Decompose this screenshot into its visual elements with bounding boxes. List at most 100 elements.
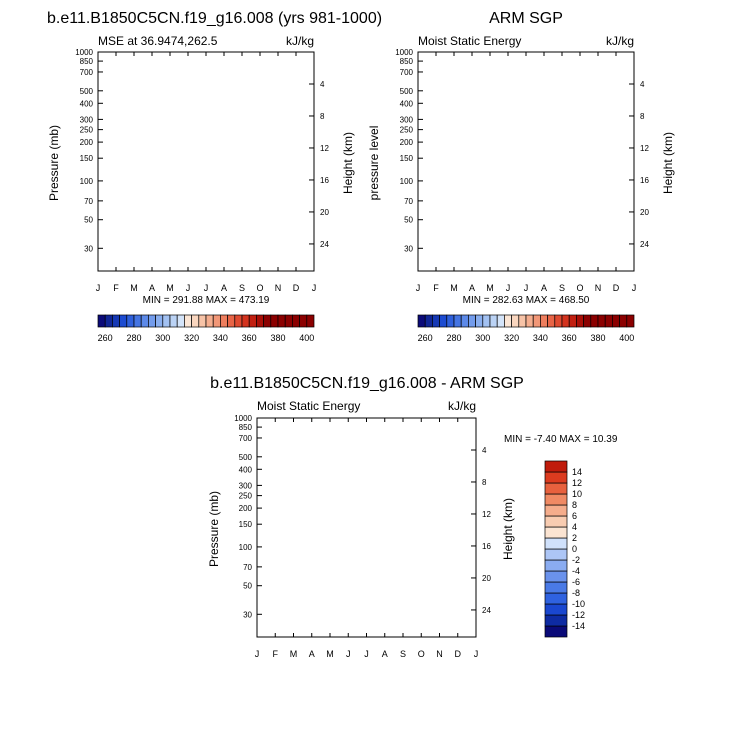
colorbar-box xyxy=(97,314,106,328)
colorbar-label: 4 xyxy=(572,522,577,532)
x-tick-label: M xyxy=(290,649,298,659)
x-tick-label: J xyxy=(346,649,351,659)
x-tick-label: A xyxy=(221,283,227,293)
x-tick-label: A xyxy=(382,649,388,659)
colorbar-label: -4 xyxy=(572,566,580,576)
y-tick-label: 100 xyxy=(400,177,414,186)
x-tick-label: O xyxy=(418,649,425,659)
y-tick-label: 250 xyxy=(239,492,253,501)
y-tick-label: 200 xyxy=(400,138,414,147)
y-tick-label: 400 xyxy=(400,99,414,108)
y-tick-label: 50 xyxy=(404,216,413,225)
colorbar-label: 280 xyxy=(446,333,461,343)
y-tick-label: 400 xyxy=(239,465,253,474)
x-tick-label: F xyxy=(113,283,119,293)
panel-diff-ylabel-right: Height (km) xyxy=(501,498,515,560)
colorbar-box xyxy=(544,504,568,517)
y-right-tick-label: 24 xyxy=(640,240,649,249)
colorbar-box xyxy=(561,314,570,328)
colorbar-box xyxy=(604,314,613,328)
panel-obs-stats: MIN = 282.63 MAX = 468.50 xyxy=(463,295,590,306)
colorbar-box xyxy=(270,314,279,328)
x-tick-label: F xyxy=(273,649,279,659)
colorbar-box xyxy=(544,570,568,583)
colorbar-box xyxy=(544,548,568,561)
x-tick-label: D xyxy=(455,649,462,659)
colorbar-box xyxy=(576,314,584,328)
panel-diff: b.e11.B1850C5CN.f19_g16.008 - ARM SGP Mo… xyxy=(207,375,618,659)
colorbar-box xyxy=(547,314,556,328)
colorbar-box xyxy=(263,314,272,328)
colorbar-label: 2 xyxy=(572,533,577,543)
y-tick-label: 850 xyxy=(80,57,94,66)
panel-diff-plot: J F M A M J J A S O N D J100085070050040030025020015… xyxy=(234,414,491,659)
y-tick-label: 500 xyxy=(400,87,414,96)
colorbar-box xyxy=(544,581,568,594)
colorbar-box xyxy=(511,314,520,328)
y-right-tick-label: 20 xyxy=(320,208,329,217)
colorbar-box xyxy=(626,314,635,328)
y-tick-label: 30 xyxy=(84,244,93,253)
y-right-tick-label: 4 xyxy=(320,80,325,89)
colorbar-label: 260 xyxy=(98,333,113,343)
panel-model-ylabel-right: Height (km) xyxy=(341,132,355,194)
x-tick-label: J xyxy=(416,283,421,293)
colorbar-box xyxy=(460,314,469,328)
colorbar-label: 380 xyxy=(270,333,285,343)
x-tick-label: J xyxy=(506,283,511,293)
panel-diff-title: b.e11.B1850C5CN.f19_g16.008 - ARM SGP xyxy=(210,375,524,392)
panel-obs-colorbar: 260 280 300 320 340 360 380 400 xyxy=(417,314,635,343)
y-tick-label: 150 xyxy=(80,154,94,163)
colorbar-box xyxy=(284,314,293,328)
colorbar-box xyxy=(544,537,568,550)
colorbar-box xyxy=(169,314,178,328)
colorbar-label: 280 xyxy=(126,333,141,343)
colorbar-box xyxy=(162,314,171,328)
colorbar-label: 400 xyxy=(619,333,634,343)
y-tick-label: 70 xyxy=(243,563,252,572)
colorbar-box xyxy=(439,314,448,328)
x-tick-label: M xyxy=(326,649,334,659)
x-tick-label: A xyxy=(309,649,315,659)
colorbar-box xyxy=(544,603,568,616)
x-tick-label: A xyxy=(469,283,475,293)
colorbar-box xyxy=(482,314,491,328)
colorbar-box xyxy=(446,314,455,328)
x-tick-label: M xyxy=(166,283,174,293)
colorbar-box xyxy=(198,314,207,328)
y-right-tick-label: 24 xyxy=(320,240,329,249)
colorbar-box xyxy=(241,314,250,328)
colorbar-box xyxy=(424,314,433,328)
panel-model: b.e11.B1850C5CN.f19_g16.008 (yrs 981-100… xyxy=(47,10,382,343)
x-tick-label: F xyxy=(433,283,439,293)
panel-obs-plot: J F M A M J J A S O N D J100085070050040030025020015… xyxy=(395,48,649,293)
colorbar-box xyxy=(619,314,628,328)
colorbar-box xyxy=(248,314,257,328)
x-tick-label: S xyxy=(559,283,565,293)
colorbar-box xyxy=(277,314,286,328)
y-tick-label: 700 xyxy=(239,434,253,443)
y-tick-label: 150 xyxy=(400,154,414,163)
panel-obs-title: ARM SGP xyxy=(489,10,563,27)
colorbar-box xyxy=(568,314,577,328)
colorbar-box xyxy=(191,314,200,328)
colorbar-box xyxy=(597,314,606,328)
x-tick-label: S xyxy=(239,283,245,293)
y-right-tick-label: 12 xyxy=(320,144,329,153)
y-tick-label: 400 xyxy=(80,99,94,108)
y-tick-label: 500 xyxy=(239,453,253,462)
colorbar-label: 340 xyxy=(213,333,228,343)
panel-diff-left-string: Moist Static Energy xyxy=(257,399,360,413)
colorbar-box xyxy=(544,471,568,484)
x-tick-label: A xyxy=(149,283,155,293)
panel-diff-right-string: kJ/kg xyxy=(448,399,476,413)
y-tick-label: 300 xyxy=(239,481,253,490)
panel-model-plot: J F M A M J J A S O N D J100085070050040030025020015… xyxy=(75,48,329,293)
y-right-tick-label: 16 xyxy=(482,542,491,551)
colorbar-label: -8 xyxy=(572,588,580,598)
colorbar-box xyxy=(126,314,135,328)
x-tick-label: M xyxy=(450,283,458,293)
colorbar-label: 360 xyxy=(562,333,577,343)
colorbar-box xyxy=(133,314,142,328)
